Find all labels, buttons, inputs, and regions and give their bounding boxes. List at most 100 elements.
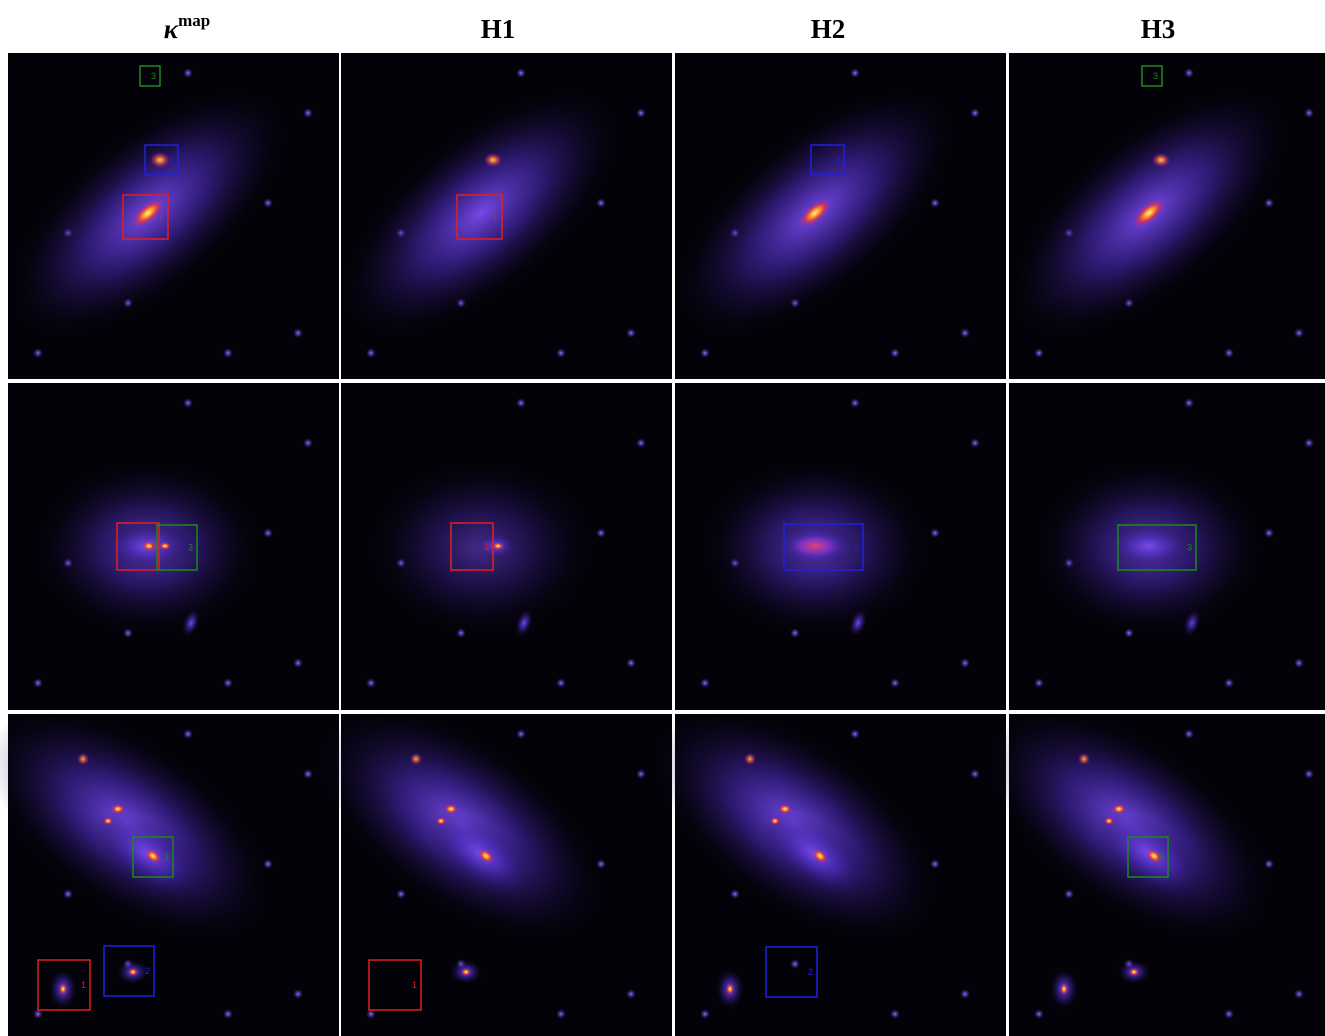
halo bbox=[1184, 398, 1194, 408]
region-label: 1 bbox=[484, 542, 489, 552]
mass-blob bbox=[1078, 753, 1090, 765]
region-label: 3 bbox=[1159, 852, 1164, 862]
halo bbox=[556, 678, 566, 688]
halo bbox=[850, 68, 860, 78]
halo bbox=[890, 348, 900, 358]
halo bbox=[516, 68, 526, 78]
mass-blob bbox=[59, 983, 67, 995]
region-label: 1 bbox=[412, 980, 417, 990]
halo bbox=[223, 348, 233, 358]
halo bbox=[596, 528, 606, 538]
mass-blob bbox=[461, 968, 471, 976]
halo bbox=[730, 889, 740, 899]
halo bbox=[596, 859, 606, 869]
region-label: 3 bbox=[151, 71, 156, 81]
column-header: H3 bbox=[1141, 14, 1176, 44]
region-label: 2 bbox=[808, 967, 813, 977]
mass-blob bbox=[492, 542, 504, 550]
halo bbox=[263, 528, 273, 538]
halo bbox=[183, 68, 193, 78]
region-label: 3 bbox=[164, 852, 169, 862]
panel: 2 bbox=[640, 49, 1006, 379]
halo bbox=[930, 859, 940, 869]
halo bbox=[366, 678, 376, 688]
mass-blob bbox=[1104, 817, 1114, 825]
halo bbox=[223, 678, 233, 688]
mass-blob bbox=[1152, 153, 1170, 167]
mass-blob bbox=[128, 968, 138, 976]
halo bbox=[366, 348, 376, 358]
halo bbox=[1034, 348, 1044, 358]
halo bbox=[1294, 989, 1304, 999]
halo bbox=[1224, 678, 1234, 688]
halo bbox=[626, 658, 636, 668]
halo bbox=[303, 438, 313, 448]
mass-blob bbox=[1129, 968, 1139, 976]
mass-blob bbox=[744, 753, 756, 765]
region-label: 2 bbox=[169, 155, 174, 165]
halo bbox=[556, 1009, 566, 1019]
column-header: H2 bbox=[811, 14, 846, 44]
halo bbox=[1264, 859, 1274, 869]
halo bbox=[303, 769, 313, 779]
header-text: H2 bbox=[811, 14, 846, 44]
mass-blob bbox=[1060, 983, 1068, 995]
halo bbox=[636, 438, 646, 448]
panel: 1 bbox=[284, 667, 672, 1036]
mass-blob bbox=[444, 804, 458, 814]
halo bbox=[636, 769, 646, 779]
halo bbox=[850, 729, 860, 739]
mass-blob bbox=[77, 753, 89, 765]
halo bbox=[516, 398, 526, 408]
mass-blob bbox=[789, 534, 841, 558]
halo bbox=[1294, 658, 1304, 668]
mass-blob bbox=[159, 542, 171, 550]
halo bbox=[33, 678, 43, 688]
column-header: H1 bbox=[481, 14, 516, 44]
halo bbox=[596, 198, 606, 208]
halo bbox=[970, 108, 980, 118]
halo bbox=[626, 328, 636, 338]
panel: 3 bbox=[974, 49, 1325, 379]
halo bbox=[293, 658, 303, 668]
halo bbox=[263, 198, 273, 208]
header-text: κ bbox=[164, 14, 179, 44]
region-label: 3 bbox=[188, 543, 193, 553]
panel: 1 bbox=[341, 383, 672, 710]
panel: 321 bbox=[0, 667, 339, 1036]
halo bbox=[63, 889, 73, 899]
halo bbox=[626, 989, 636, 999]
region-label: 1 bbox=[81, 980, 86, 990]
mass-blob bbox=[778, 804, 792, 814]
halo bbox=[183, 729, 193, 739]
mass-blob bbox=[770, 817, 780, 825]
halo bbox=[1294, 328, 1304, 338]
halo bbox=[1034, 1009, 1044, 1019]
region-label: 1 bbox=[493, 212, 498, 222]
header-sup: map bbox=[178, 11, 210, 30]
halo bbox=[1264, 528, 1274, 538]
halo bbox=[1184, 68, 1194, 78]
halo bbox=[700, 1009, 710, 1019]
panel: 2 bbox=[618, 667, 1006, 1036]
halo bbox=[850, 398, 860, 408]
halo bbox=[303, 108, 313, 118]
mass-blob bbox=[150, 152, 170, 168]
panel: 321 bbox=[0, 49, 339, 379]
halo bbox=[790, 959, 800, 969]
halo bbox=[33, 348, 43, 358]
halo bbox=[960, 989, 970, 999]
column-header: κmap bbox=[164, 11, 210, 44]
page: κmapH1H2H332112313123321123 (() => { con… bbox=[0, 0, 1325, 1036]
halo bbox=[930, 528, 940, 538]
halo bbox=[1304, 769, 1314, 779]
halo bbox=[293, 328, 303, 338]
halo bbox=[700, 348, 710, 358]
mass-blob bbox=[726, 983, 734, 995]
region-label: 3 bbox=[1153, 71, 1158, 81]
panel: 3 bbox=[952, 667, 1325, 1036]
region-label: 2 bbox=[835, 155, 840, 165]
halo bbox=[890, 1009, 900, 1019]
panel: 2 bbox=[675, 383, 1006, 710]
